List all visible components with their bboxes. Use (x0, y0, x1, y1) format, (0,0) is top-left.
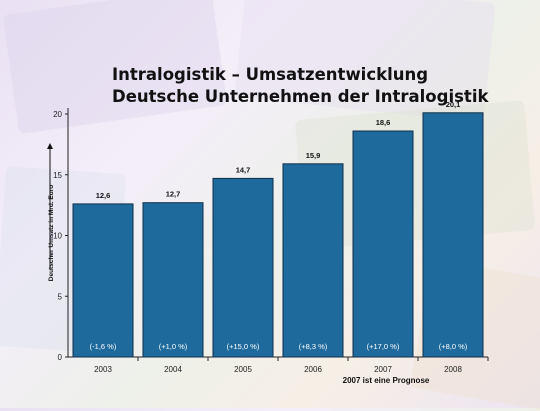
growth-label: (+8,0 %) (439, 342, 468, 351)
y-tick-label: 10 (53, 232, 62, 241)
data-label: 20,1 (446, 100, 461, 109)
growth-label: (+1,0 %) (159, 342, 188, 351)
growth-label: (+15,0 %) (227, 342, 260, 351)
x-tick-label: 2006 (304, 365, 322, 374)
y-axis-label: Deutscher Umsatz in Mrd. Euro (48, 185, 55, 281)
growth-label: (-1,6 %) (90, 342, 117, 351)
chart-title: Intralogistik – Umsatzentwicklung (112, 65, 429, 84)
forecast-note: 2007 ist eine Prognose (343, 376, 430, 385)
y-tick-label: 5 (58, 292, 63, 301)
x-tick-label: 2004 (164, 365, 182, 374)
bar (282, 163, 344, 358)
data-label: 12,6 (96, 191, 111, 200)
x-tick-label: 2003 (94, 365, 112, 374)
data-label: 15,9 (306, 151, 321, 160)
bar (422, 112, 484, 358)
chart-subtitle: Deutsche Unternehmen der Intralogistik (112, 87, 489, 106)
y-tick-label: 15 (53, 171, 62, 180)
x-tick-label: 2005 (234, 365, 252, 374)
growth-label: (+8,3 %) (299, 342, 328, 351)
bar (72, 203, 134, 358)
bar (212, 177, 274, 358)
growth-label: (+17,0 %) (367, 342, 400, 351)
y-tick-label: 20 (53, 110, 62, 119)
chart-titles: Intralogistik – Umsatzentwicklung Deutsc… (112, 64, 488, 108)
y-tick-label: 0 (58, 353, 63, 362)
y-axis-arrow-icon (47, 143, 53, 149)
data-label: 18,6 (376, 118, 391, 127)
x-tick-label: 2007 (374, 365, 392, 374)
bar (352, 130, 414, 358)
x-tick-label: 2008 (444, 365, 462, 374)
data-label: 14,7 (236, 165, 251, 174)
bar (142, 202, 204, 358)
data-label: 12,7 (166, 190, 181, 199)
